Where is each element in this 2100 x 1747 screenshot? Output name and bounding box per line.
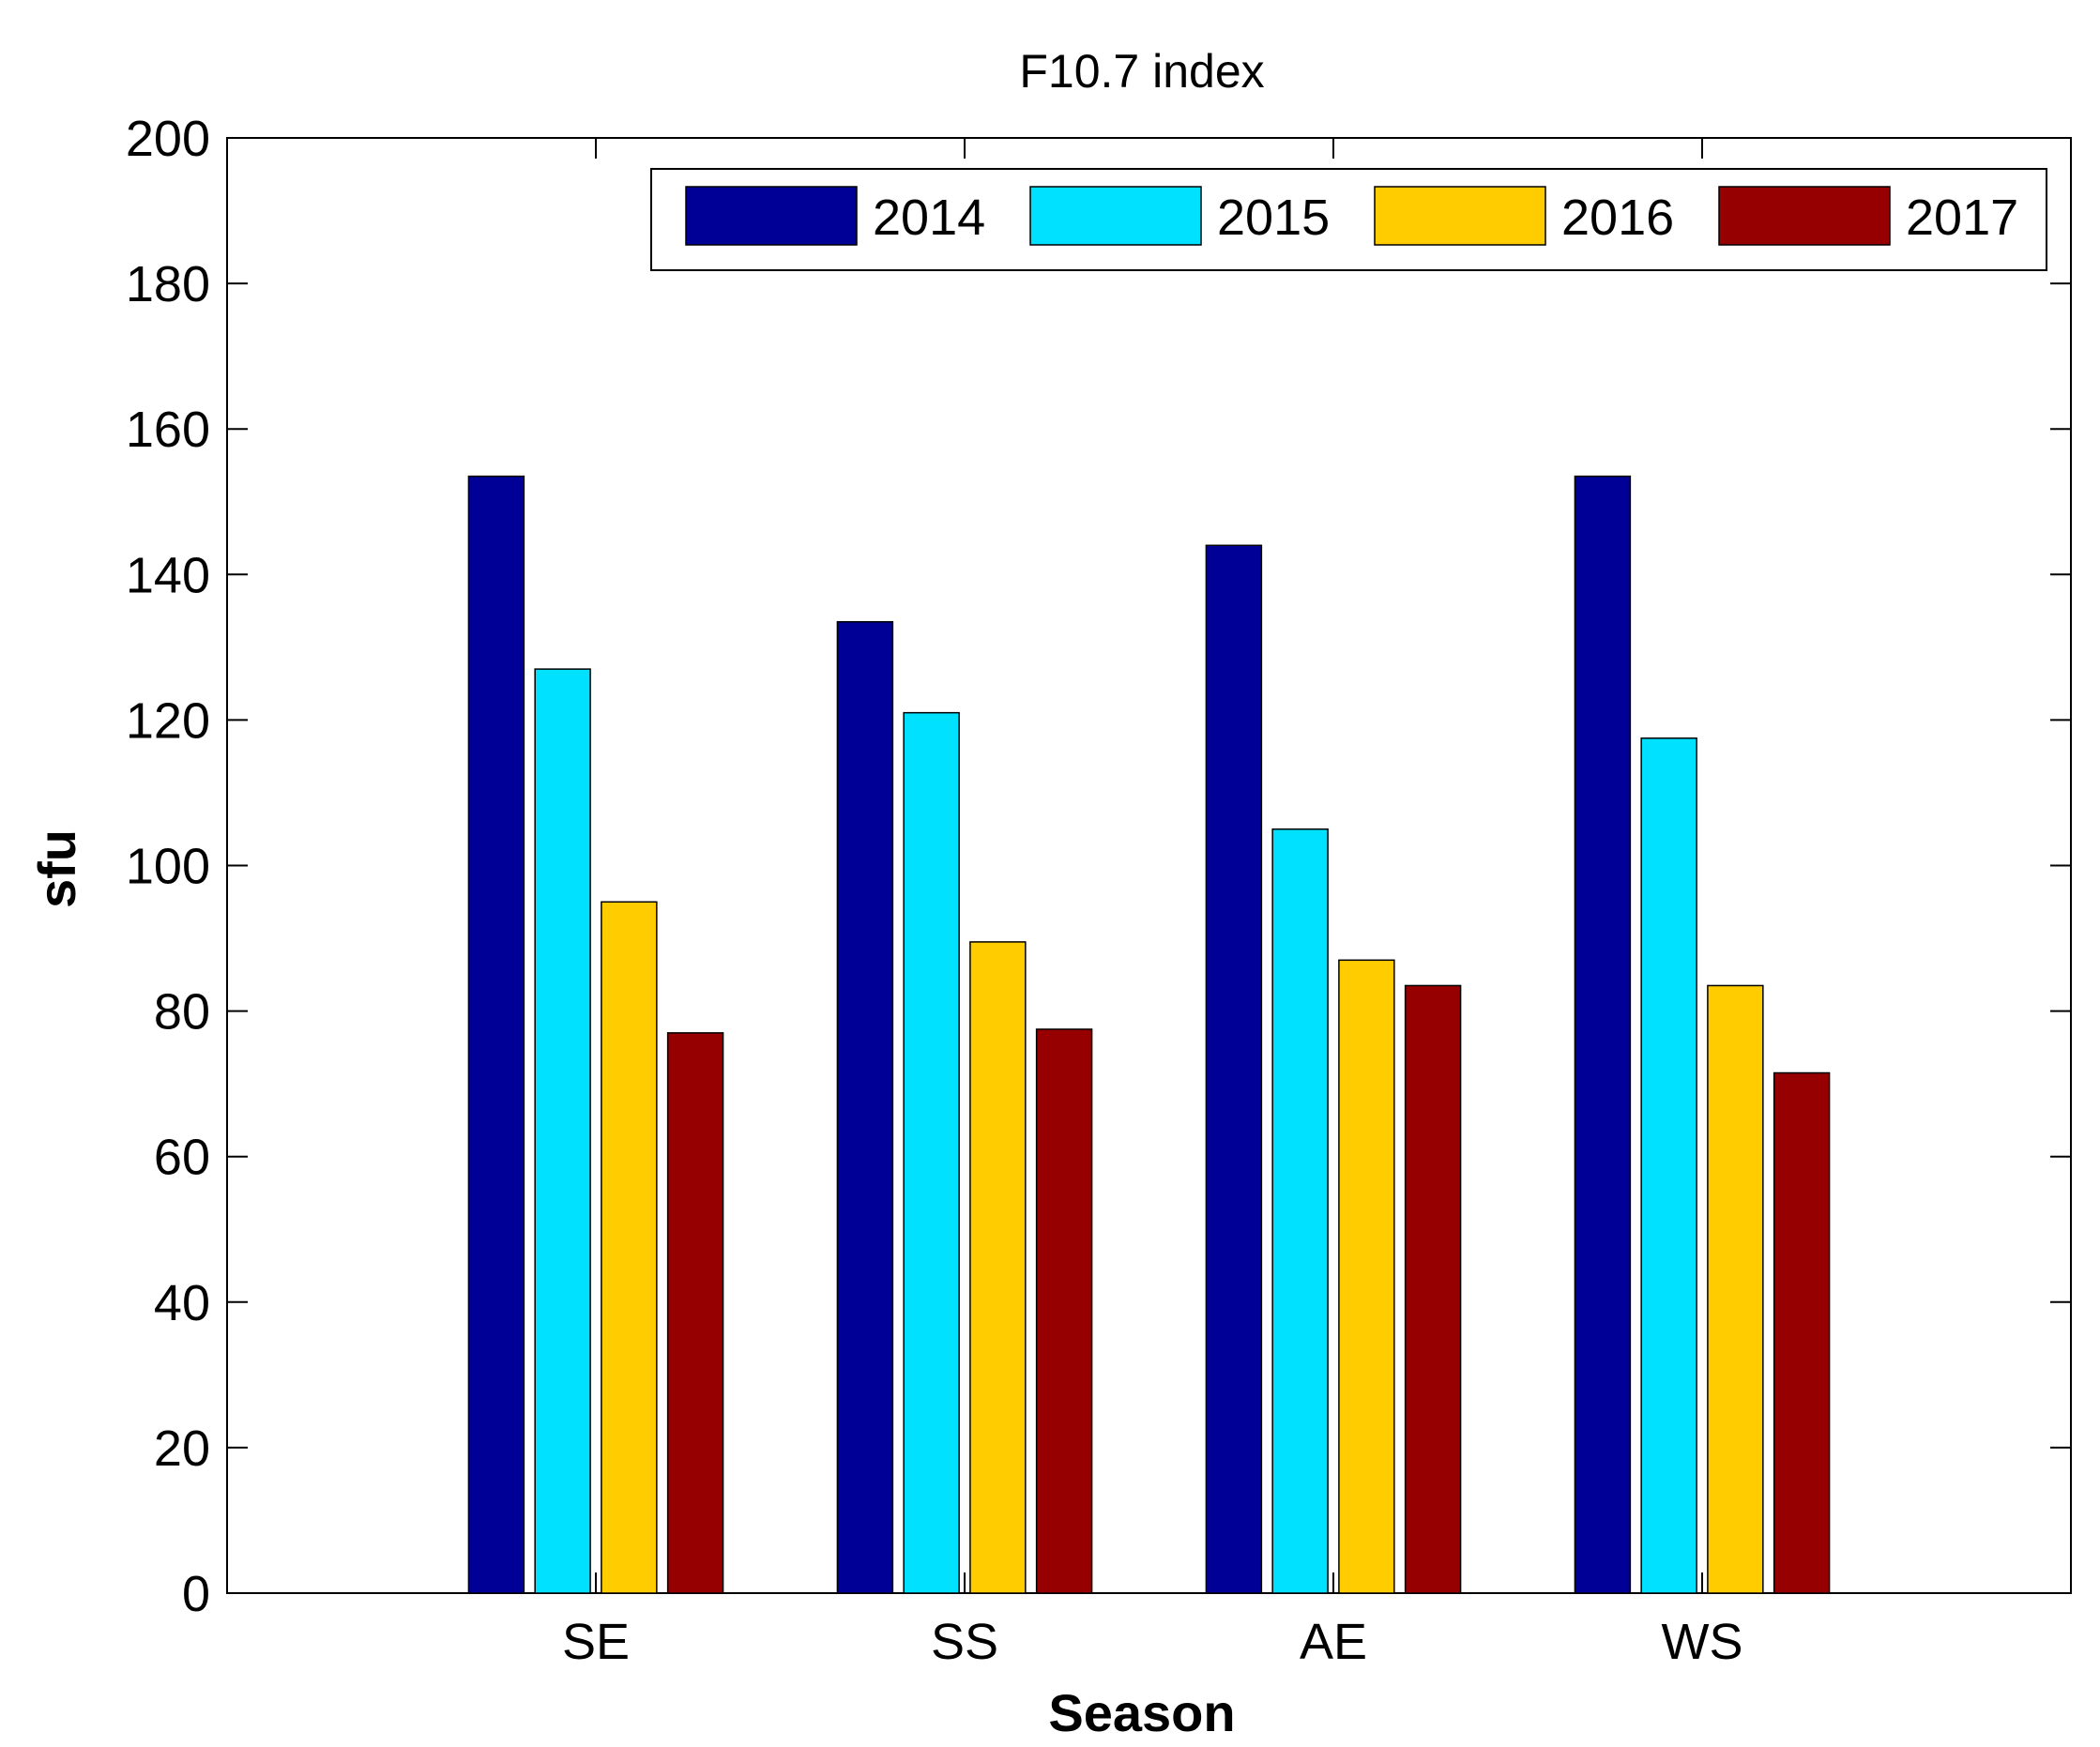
bar-ss-2017 bbox=[1035, 1028, 1093, 1594]
y-tick-label: 120 bbox=[126, 692, 210, 749]
bar-se-2015 bbox=[534, 668, 591, 1594]
bar-ws-2014 bbox=[1574, 475, 1632, 1594]
legend-swatch-2016 bbox=[1374, 186, 1546, 246]
bar-ws-2016 bbox=[1707, 984, 1764, 1594]
bar-ae-2017 bbox=[1404, 984, 1462, 1594]
legend-swatch-2014 bbox=[685, 186, 858, 246]
bar-ss-2014 bbox=[836, 620, 894, 1594]
legend-items: 2014 2015 2016 2017 bbox=[685, 186, 2018, 246]
x-tick-label-ss: SS bbox=[931, 1614, 998, 1670]
bar-ws-2017 bbox=[1773, 1071, 1831, 1594]
y-tick-label: 200 bbox=[126, 111, 210, 167]
y-axis-label: sfu bbox=[27, 829, 86, 908]
chart-title: F10.7 index bbox=[1019, 45, 1264, 98]
y-tick-label: 100 bbox=[126, 839, 210, 895]
bar-se-2016 bbox=[601, 901, 658, 1594]
legend-label-2017: 2017 bbox=[1906, 190, 2018, 246]
bar-se-2017 bbox=[666, 1032, 724, 1594]
bar-ss-2016 bbox=[969, 941, 1027, 1594]
bar-ae-2015 bbox=[1271, 828, 1329, 1594]
y-tick-label: 180 bbox=[126, 256, 210, 312]
bar-ss-2015 bbox=[903, 711, 960, 1594]
legend: 2014 2015 2016 2017 bbox=[650, 168, 2047, 271]
x-tick-label-se: SE bbox=[562, 1614, 630, 1670]
y-tick-label: 20 bbox=[154, 1420, 210, 1477]
y-tick-label: 0 bbox=[182, 1566, 210, 1622]
y-tick-label: 140 bbox=[126, 547, 210, 603]
y-tick-label: 160 bbox=[126, 402, 210, 458]
bar-ws-2015 bbox=[1640, 737, 1697, 1594]
y-tick-label: 80 bbox=[154, 984, 210, 1041]
bars-layer bbox=[467, 475, 1831, 1594]
x-tick-label-ws: WS bbox=[1662, 1614, 1743, 1670]
y-tick-label: 60 bbox=[154, 1130, 210, 1186]
y-axis: 0 20 40 60 80 100 120 140 160 180 200 bbox=[126, 111, 2071, 1622]
legend-swatch-2017 bbox=[1718, 186, 1891, 246]
bar-ae-2016 bbox=[1338, 959, 1395, 1594]
legend-label-2014: 2014 bbox=[873, 190, 985, 246]
bar-ae-2014 bbox=[1205, 544, 1263, 1594]
legend-label-2015: 2015 bbox=[1217, 190, 1330, 246]
x-tick-label-ae: AE bbox=[1300, 1614, 1367, 1670]
x-axis: SE SS AE WS bbox=[562, 138, 1743, 1670]
x-axis-label: Season bbox=[1048, 1683, 1235, 1742]
y-tick-label: 40 bbox=[154, 1275, 210, 1331]
bar-se-2014 bbox=[467, 475, 525, 1594]
legend-swatch-2015 bbox=[1029, 186, 1202, 246]
legend-label-2016: 2016 bbox=[1561, 190, 1674, 246]
